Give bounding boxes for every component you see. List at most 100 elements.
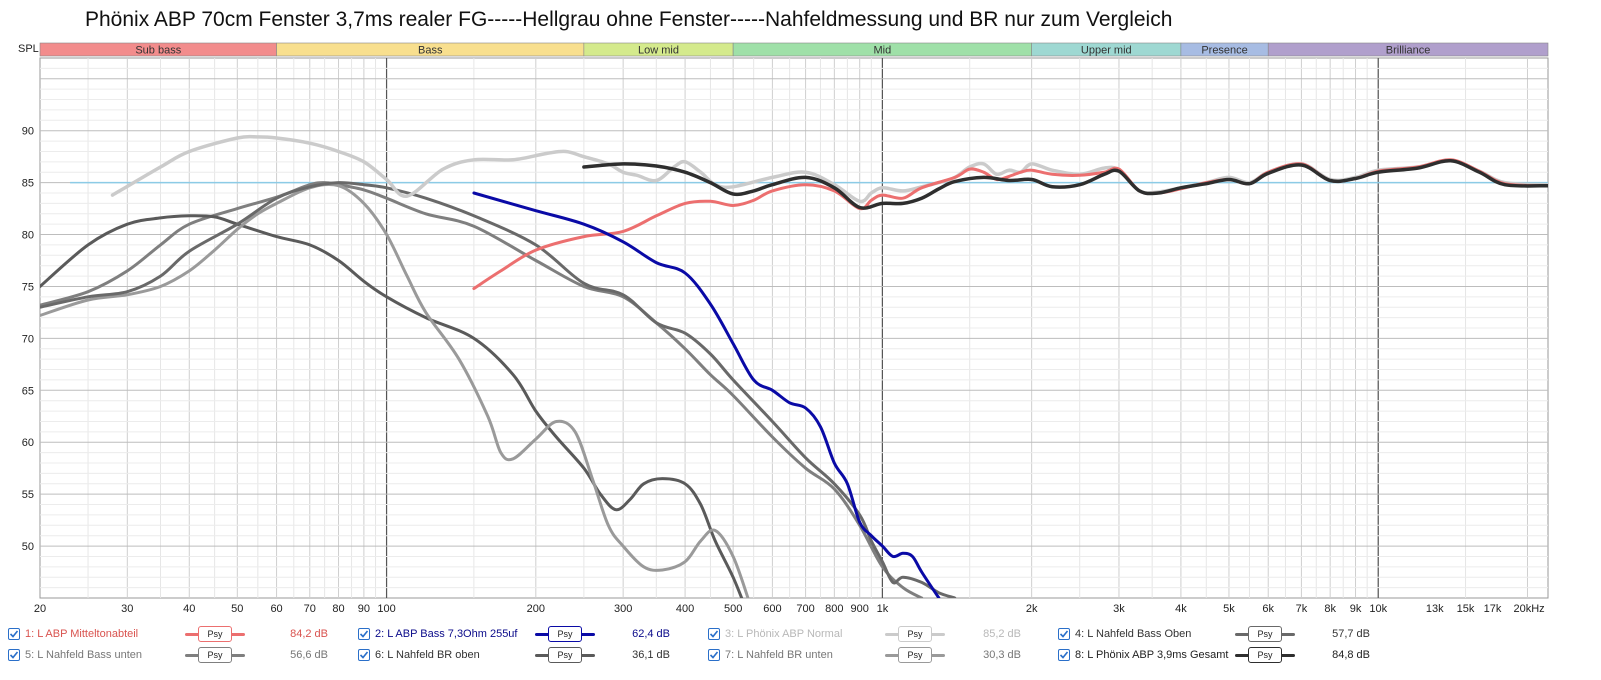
grid <box>40 58 1548 598</box>
legend-value: 62,4 dB <box>632 628 670 640</box>
x-tick-label: 2k <box>1026 603 1038 615</box>
legend-item-5[interactable]: 5: L Nahfeld Bass unten Psy 56,6 dB <box>8 645 328 665</box>
legend-value: 30,3 dB <box>983 649 1021 661</box>
legend-label: 8: L Phönix ABP 3,9ms Gesamt <box>1075 649 1229 661</box>
legend-item-2[interactable]: 2: L ABP Bass 7,3Ohm 255uf Psy 62,4 dB <box>358 624 670 644</box>
band-label: Low mid <box>638 45 679 57</box>
x-tick-label: 9k <box>1350 603 1362 615</box>
series-group <box>40 134 1548 598</box>
y-tick-label: 75 <box>22 281 34 293</box>
x-tick-label: 80 <box>332 603 344 615</box>
legend-item-4[interactable]: 4: L Nahfeld Bass Oben Psy 57,7 dB <box>1058 624 1370 644</box>
x-tick-label: 6k <box>1262 603 1274 615</box>
checkbox-icon[interactable] <box>358 628 370 640</box>
checkbox-icon[interactable] <box>8 628 20 640</box>
x-tick-label: 1k <box>877 603 889 615</box>
legend-label: 2: L ABP Bass 7,3Ohm 255uf <box>375 628 518 640</box>
y-tick-label: 50 <box>22 541 34 553</box>
band-label: Bass <box>418 45 443 57</box>
y-tick-label: 55 <box>22 489 34 501</box>
x-tick-label: 70 <box>304 603 316 615</box>
checkbox-icon[interactable] <box>1058 649 1070 661</box>
line-style-swatch[interactable]: Psy <box>185 646 245 664</box>
legend-item-8[interactable]: 8: L Phönix ABP 3,9ms Gesamt Psy 84,8 dB <box>1058 645 1370 665</box>
legend-label: 7: L Nahfeld BR unten <box>725 649 833 661</box>
checkbox-icon[interactable] <box>1058 628 1070 640</box>
legend-item-6[interactable]: 6: L Nahfeld BR oben Psy 36,1 dB <box>358 645 670 665</box>
y-tick-label: 85 <box>22 178 34 190</box>
x-tick-label: 20kHz <box>1513 603 1544 615</box>
psy-button[interactable]: Psy <box>198 647 232 663</box>
legend-value: 36,1 dB <box>632 649 670 661</box>
y-tick-label: 70 <box>22 333 34 345</box>
frequency-response-chart[interactable]: Sub bass Bass Low mid Mid Upper mid Presence B… <box>0 0 1601 624</box>
line-style-swatch[interactable]: Psy <box>1235 625 1295 643</box>
legend-label: 4: L Nahfeld Bass Oben <box>1075 628 1192 640</box>
x-tick-label: 700 <box>796 603 814 615</box>
series-line-l-nahfeld-br-oben <box>40 214 744 598</box>
line-style-swatch[interactable]: Psy <box>535 625 595 643</box>
frequency-bands: Sub bass Bass Low mid Mid Upper mid Presence B… <box>39 42 1549 57</box>
psy-button[interactable]: Psy <box>898 647 932 663</box>
psy-button[interactable]: Psy <box>548 626 582 642</box>
line-style-swatch[interactable]: Psy <box>1235 646 1295 664</box>
x-tick-label: 3k <box>1113 603 1125 615</box>
y-tick-label: 90 <box>22 126 34 138</box>
x-tick-label: 10k <box>1369 603 1387 615</box>
x-tick-label: 90 <box>358 603 370 615</box>
series-line-l-abp-bass-7-3ohm-255uf <box>472 191 941 598</box>
band-label: Presence <box>1201 45 1247 57</box>
x-tick-label: 100 <box>377 603 395 615</box>
checkbox-icon[interactable] <box>358 649 370 661</box>
x-tick-label: 15k <box>1457 603 1475 615</box>
legend-label: 6: L Nahfeld BR oben <box>375 649 480 661</box>
x-tick-label: 40 <box>183 603 195 615</box>
line-style-swatch[interactable]: Psy <box>185 625 245 643</box>
series-line-l-nahfeld-bass-oben <box>40 181 957 598</box>
band-label: Sub bass <box>135 45 181 57</box>
y-tick-label: 80 <box>22 230 34 242</box>
legend-item-7[interactable]: 7: L Nahfeld BR unten Psy 30,3 dB <box>708 645 1021 665</box>
x-tick-label: 900 <box>851 603 869 615</box>
legend-value: 56,6 dB <box>290 649 328 661</box>
x-tick-label: 300 <box>614 603 632 615</box>
psy-button[interactable]: Psy <box>1248 626 1282 642</box>
x-tick-label: 20 <box>34 603 46 615</box>
x-tick-label: 30 <box>121 603 133 615</box>
legend-item-1[interactable]: 1: L ABP Mitteltonabteil Psy 84,2 dB <box>8 624 328 644</box>
x-tick-label: 500 <box>724 603 742 615</box>
x-tick-label: 4k <box>1175 603 1187 615</box>
x-tick-label: 600 <box>763 603 781 615</box>
x-tick-label: 13k <box>1426 603 1444 615</box>
band-brilliance <box>1267 42 1549 57</box>
legend-label: 1: L ABP Mitteltonabteil <box>25 628 139 640</box>
series-line-l-ph-nix-abp-3-9ms-gesamt <box>582 159 1548 210</box>
band-label: Brilliance <box>1386 45 1431 57</box>
legend-label: 3: L Phönix ABP Normal <box>725 628 843 640</box>
y-axis-label: SPL <box>18 43 39 55</box>
chart-title: Phönix ABP 70cm Fenster 3,7ms realer FG-… <box>85 8 1173 31</box>
x-tick-label: 50 <box>231 603 243 615</box>
x-tick-label: 60 <box>270 603 282 615</box>
x-tick-label: 5k <box>1223 603 1235 615</box>
line-style-swatch[interactable]: Psy <box>885 646 945 664</box>
checkbox-icon[interactable] <box>708 628 720 640</box>
band-label: Upper mid <box>1081 45 1132 57</box>
y-tick-label: 60 <box>22 437 34 449</box>
psy-button[interactable]: Psy <box>1248 647 1282 663</box>
legend: 1: L ABP Mitteltonabteil Psy 84,2 dB 2: … <box>0 624 1601 680</box>
x-tick-label: 400 <box>676 603 694 615</box>
psy-button[interactable]: Psy <box>198 626 232 642</box>
legend-value: 84,8 dB <box>1332 649 1370 661</box>
legend-label: 5: L Nahfeld Bass unten <box>25 649 143 661</box>
legend-item-3[interactable]: 3: L Phönix ABP Normal Psy 85,2 dB <box>708 624 1021 644</box>
series-line-l-nahfeld-br-unten <box>40 182 750 598</box>
checkbox-icon[interactable] <box>708 649 720 661</box>
psy-button[interactable]: Psy <box>548 647 582 663</box>
line-style-swatch[interactable]: Psy <box>535 646 595 664</box>
legend-value: 85,2 dB <box>983 628 1021 640</box>
psy-button[interactable]: Psy <box>898 626 932 642</box>
line-style-swatch[interactable]: Psy <box>885 625 945 643</box>
checkbox-icon[interactable] <box>8 649 20 661</box>
x-tick-label: 200 <box>527 603 545 615</box>
